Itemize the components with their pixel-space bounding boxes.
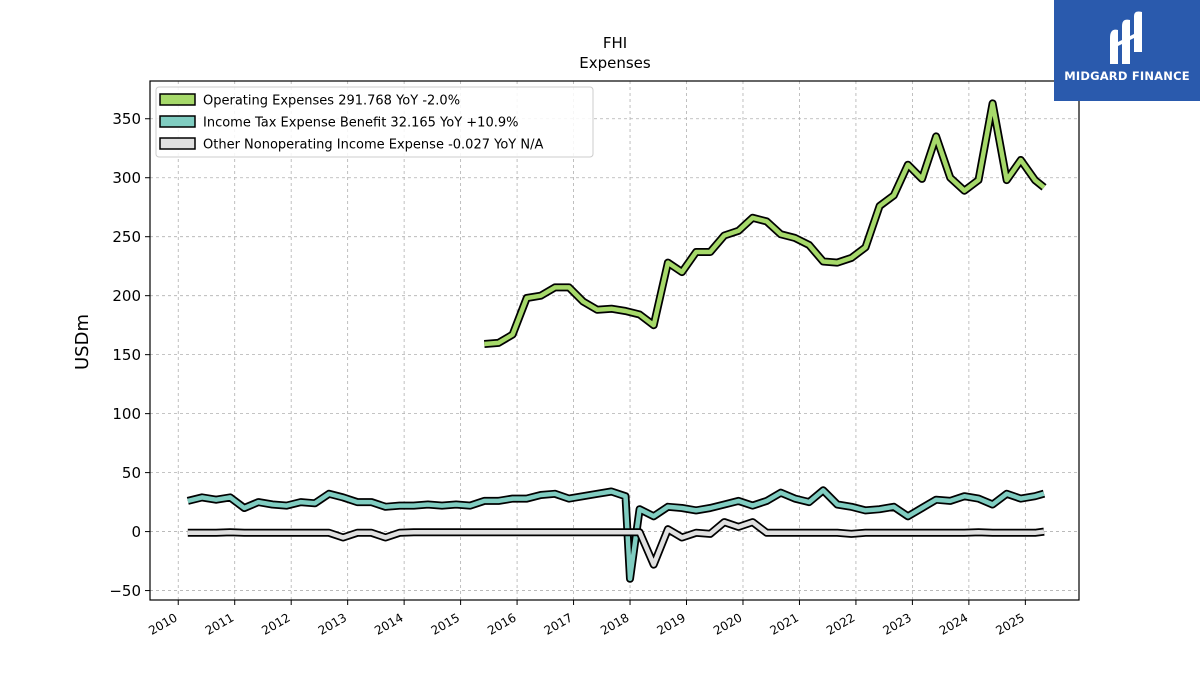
chart-title: FHI	[603, 34, 627, 52]
x-tick-label: 2020	[711, 610, 744, 637]
y-tick-label: 250	[112, 228, 141, 246]
logo-text: MIDGARD FINANCE	[1064, 69, 1190, 83]
x-tick-label: 2025	[993, 610, 1026, 637]
legend-box	[155, 86, 594, 158]
series-line-2	[187, 519, 1045, 567]
x-tick-label: 2013	[316, 610, 349, 637]
series-line-1	[187, 488, 1045, 582]
series-outline-2	[187, 518, 1045, 569]
logo: MIDGARD FINANCE	[1054, 0, 1200, 101]
x-tick-label: 2022	[824, 610, 857, 637]
y-tick-label: 100	[112, 405, 141, 423]
x-tick-label: 2021	[767, 610, 800, 637]
series-layer	[186, 99, 1047, 583]
x-tick-label: 2012	[259, 610, 292, 637]
legend-swatch	[159, 93, 196, 106]
x-tick-label: 2011	[203, 610, 236, 637]
x-tick-label: 2023	[880, 610, 913, 637]
y-axis-label: USDm	[72, 314, 93, 370]
legend-label: Other Nonoperating Income Expense -0.027…	[203, 138, 543, 153]
x-tick-label: 2015	[429, 610, 462, 637]
chart-subtitle: Expenses	[579, 54, 651, 72]
plot-frame	[149, 80, 1080, 601]
x-ticks: 2010 2011 2012 2013 2014 2015 2016 2017 2018 2019…	[146, 600, 1027, 638]
y-tick-label: 350	[112, 110, 141, 128]
legend: Operating Expenses 291.768 YoY -2.0% Inco…	[155, 86, 594, 158]
x-tick-label: 2016	[485, 610, 518, 637]
series-line-0	[484, 101, 1046, 347]
y-tick-label: 150	[112, 346, 141, 364]
x-tick-label: 2017	[542, 610, 575, 637]
y-tick-label: −50	[109, 582, 141, 600]
legend-swatch	[159, 115, 196, 128]
y-tick-label: 0	[131, 523, 141, 541]
legend-swatch	[159, 137, 196, 150]
x-tick-label: 2014	[372, 610, 405, 637]
legend-label: Income Tax Expense Benefit 32.165 YoY +1…	[203, 116, 518, 131]
y-tick-label: 200	[112, 287, 141, 305]
y-ticks: −50 0 50 100 150 200 250 300 350	[109, 110, 150, 600]
y-tick-label: 50	[122, 464, 141, 482]
x-tick-label: 2018	[598, 610, 631, 637]
x-tick-label: 2010	[146, 610, 179, 637]
y-tick-label: 300	[112, 169, 141, 187]
midgard-logo-icon	[1110, 11, 1142, 65]
legend-label: Operating Expenses 291.768 YoY -2.0%	[203, 94, 460, 109]
x-tick-label: 2019	[655, 610, 688, 637]
x-tick-label: 2024	[937, 610, 970, 637]
